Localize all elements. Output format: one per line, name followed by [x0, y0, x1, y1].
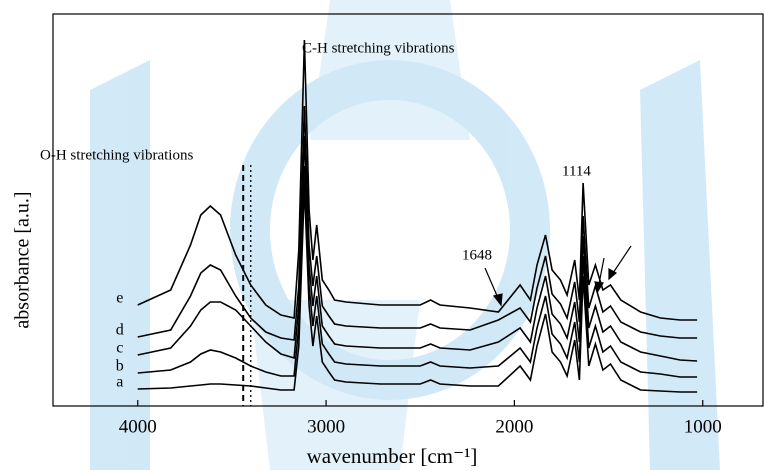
spectrum-line	[137, 105, 698, 341]
x-tick-label: 3000	[307, 416, 345, 437]
annotation: O-H stretching vibrations	[40, 147, 193, 163]
spectrum-line	[137, 39, 698, 321]
arrows	[484, 245, 632, 307]
x-tick-label: 2000	[495, 416, 533, 437]
series-label: c	[116, 340, 123, 357]
spectrum-line	[137, 165, 698, 378]
series-label: e	[116, 290, 123, 307]
series-label: a	[116, 374, 123, 391]
annotation: 1114	[562, 163, 591, 179]
annotation: 1648	[462, 247, 492, 263]
spectrum-line	[137, 185, 698, 393]
x-tick-label: 1000	[684, 416, 722, 437]
series-label: d	[116, 322, 124, 339]
watermark	[90, 0, 720, 470]
spectrum-line	[137, 135, 698, 362]
plot-frame	[52, 13, 764, 407]
annotation: C-H stretching vibrations	[302, 40, 455, 56]
x-tick-label: 4000	[119, 416, 157, 437]
x-axis-label: wavenumber [cm⁻¹]	[307, 444, 478, 468]
y-axis-label: absorbance [a.u.]	[12, 191, 34, 328]
series-label: b	[116, 358, 124, 375]
